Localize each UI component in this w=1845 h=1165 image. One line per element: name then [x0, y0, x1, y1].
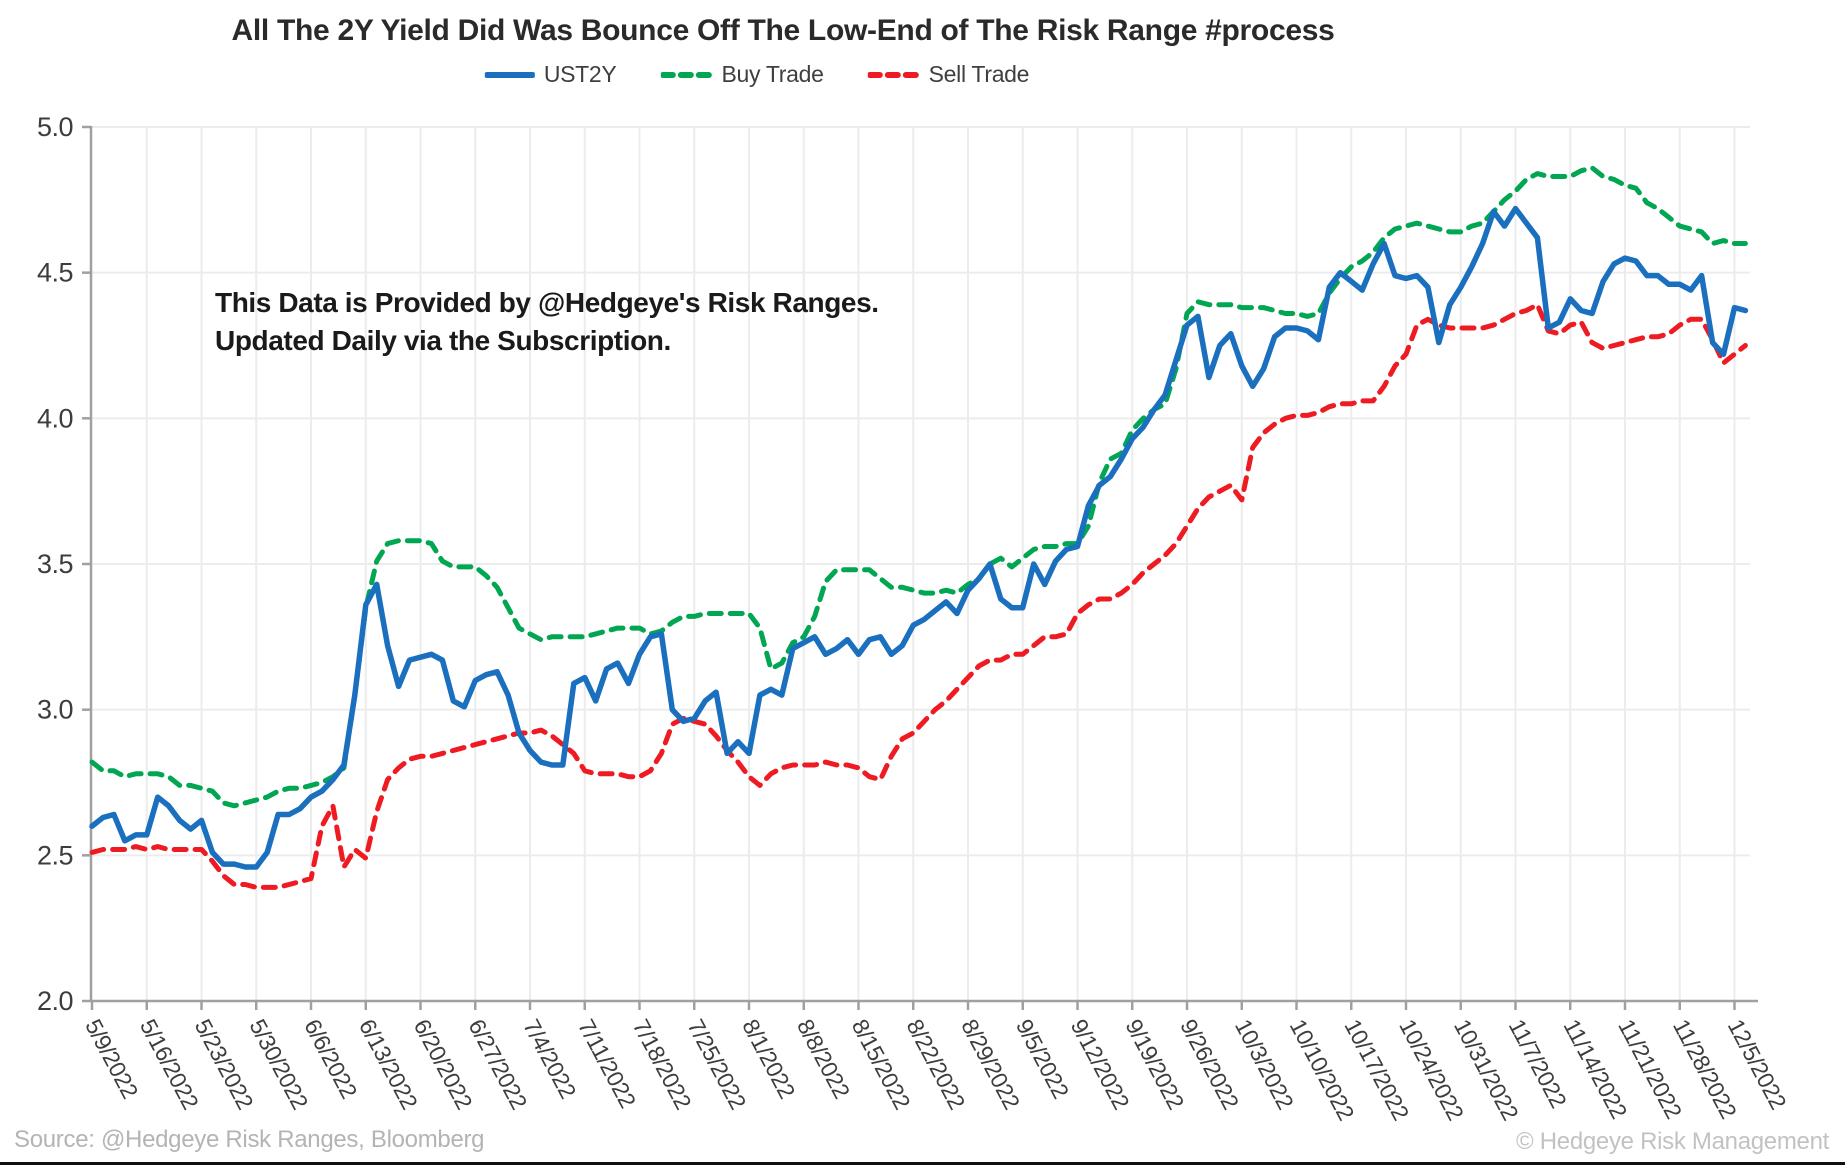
chart-title: All The 2Y Yield Did Was Bounce Off The … — [231, 14, 1335, 47]
legend-item-ust2y: UST2Y — [484, 61, 617, 88]
y-tick-label: 5.0 — [37, 112, 73, 142]
series-lines — [89, 165, 1749, 890]
y-axis-labels: 5.0 4.5 4.0 3.5 3.0 2.5 2.0 — [37, 112, 74, 1016]
sell-trade-dash-swatch-icon — [867, 71, 920, 78]
y-tick-label: 3.0 — [37, 695, 73, 725]
legend-item-buy-trade: Buy Trade — [660, 61, 824, 88]
series-line-sell-trade — [89, 302, 1748, 890]
copyright-watermark: © Hedgeye Risk Management — [1515, 1128, 1829, 1155]
x-tick-label: 5/9/2022 — [80, 1015, 143, 1103]
legend-item-sell-trade: Sell Trade — [867, 61, 1030, 88]
y-tick-label: 2.0 — [37, 986, 73, 1016]
x-tick-label: 9/5/2022 — [1011, 1015, 1074, 1103]
series-line-ust2y — [89, 205, 1749, 870]
y-tick-label: 4.0 — [37, 403, 73, 433]
ust2y-line-swatch-icon — [484, 71, 535, 78]
legend-label-ust2y: UST2Y — [543, 61, 617, 87]
y-tick-label: 2.5 — [37, 840, 73, 870]
axes — [82, 125, 1758, 1010]
y-tick-label: 3.5 — [37, 549, 73, 579]
y-tick-label: 4.5 — [37, 258, 73, 288]
x-tick-label: 6/6/2022 — [299, 1015, 362, 1103]
buy-trade-dash-swatch-icon — [660, 71, 713, 78]
x-tick-label: 7/4/2022 — [518, 1015, 581, 1103]
annotation-note: This Data is Provided by @Hedgeye's Risk… — [215, 284, 879, 360]
annotation-line-2: Updated Daily via the Subscription. — [215, 325, 671, 356]
annotation-line-1: This Data is Provided by @Hedgeye's Risk… — [215, 287, 879, 318]
x-axis-labels: 5/9/20225/16/20225/23/20225/30/20226/6/2… — [80, 1015, 1791, 1124]
source-note: Source: @Hedgeye Risk Ranges, Bloomberg — [14, 1126, 485, 1153]
bottom-border-rule — [0, 1162, 1845, 1165]
x-tick-label: 8/8/2022 — [792, 1015, 855, 1103]
x-tick-label: 8/1/2022 — [737, 1015, 800, 1103]
gridlines — [91, 126, 1750, 1001]
legend-label-buy-trade: Buy Trade — [721, 61, 824, 87]
chart-legend: UST2Y Buy Trade Sell Trade — [484, 61, 1030, 88]
legend-label-sell-trade: Sell Trade — [928, 61, 1030, 87]
